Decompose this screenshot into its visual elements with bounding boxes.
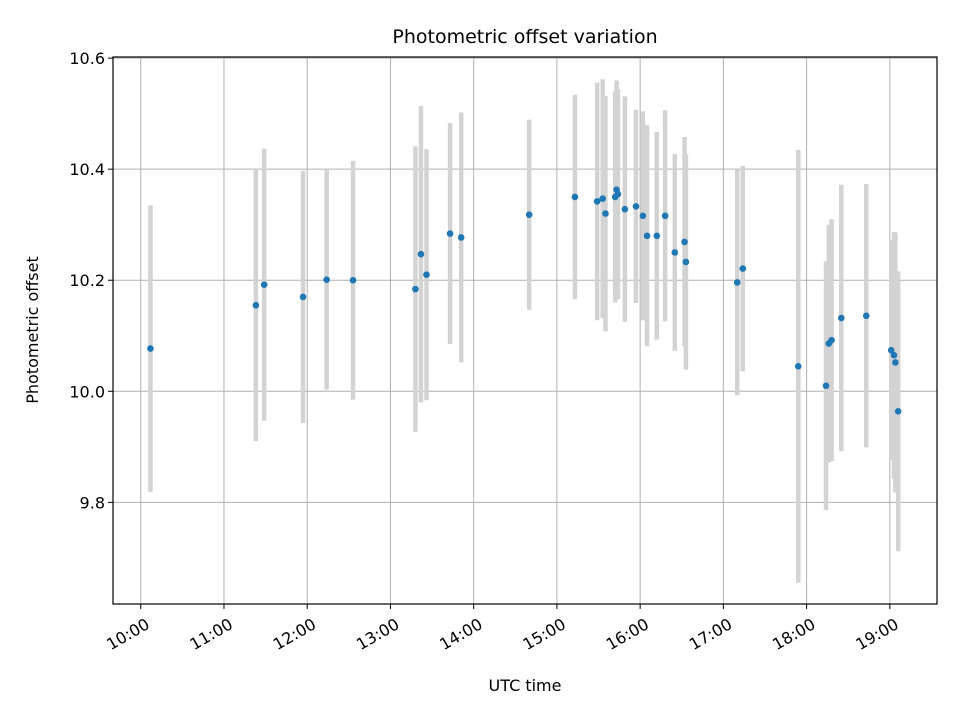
data-point xyxy=(862,312,870,320)
y-axis-title: Photometric offset xyxy=(23,256,42,404)
data-point xyxy=(733,279,741,286)
data-point xyxy=(423,271,430,278)
data-point xyxy=(621,205,629,213)
data-point xyxy=(252,301,260,309)
data-point xyxy=(890,351,898,359)
data-point xyxy=(639,212,647,220)
data-point xyxy=(323,276,330,283)
data-point xyxy=(822,382,830,390)
y-axis: 9.8 10.0 10.2 10.4 10.6 xyxy=(69,49,113,512)
data-point xyxy=(614,190,622,198)
data-point xyxy=(571,193,579,201)
data-point xyxy=(794,363,802,370)
data-point xyxy=(681,238,688,246)
data-point xyxy=(457,234,465,241)
data-point xyxy=(837,314,845,322)
data-point xyxy=(349,276,357,284)
y-tick-label: 10.0 xyxy=(69,382,105,401)
y-tick-label: 10.4 xyxy=(69,160,105,179)
data-points xyxy=(147,186,902,415)
data-point xyxy=(671,249,679,256)
data-point xyxy=(417,250,425,258)
data-point xyxy=(894,408,902,415)
data-point xyxy=(892,359,899,366)
data-point xyxy=(828,336,835,344)
data-point xyxy=(593,198,601,205)
data-point xyxy=(525,211,533,219)
data-point xyxy=(602,210,609,217)
data-point xyxy=(682,258,690,266)
y-tick-label: 9.8 xyxy=(80,493,105,512)
data-point xyxy=(446,230,454,237)
plot-frame xyxy=(112,56,938,605)
data-point xyxy=(299,293,307,301)
data-point xyxy=(260,281,268,288)
data-point xyxy=(147,345,154,352)
y-tick-label: 10.2 xyxy=(69,271,105,290)
data-point xyxy=(643,232,651,240)
data-point xyxy=(661,212,669,220)
data-point xyxy=(599,195,606,202)
x-axis-title: UTC time xyxy=(489,676,562,695)
data-point xyxy=(653,232,661,240)
data-point xyxy=(632,203,640,210)
y-tick-label: 10.6 xyxy=(69,49,105,68)
chart-title: Photometric offset variation xyxy=(392,26,657,48)
data-point xyxy=(412,285,419,293)
data-point xyxy=(887,346,895,354)
data-point xyxy=(739,265,747,272)
